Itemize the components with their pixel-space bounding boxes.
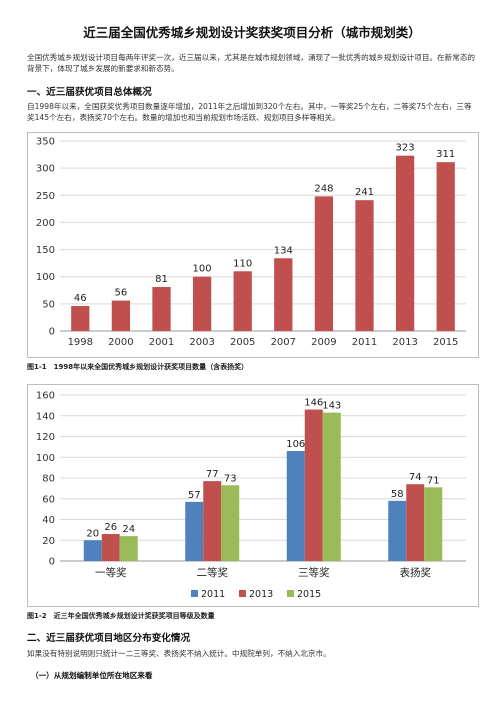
- x-tick-label: 2005: [230, 337, 255, 348]
- data-label: 146: [304, 398, 323, 409]
- x-tick-label: 三等奖: [298, 566, 330, 579]
- section2-heading: 二、近三届获优项目地区分布变化情况: [27, 633, 191, 644]
- y-tick-label: 300: [36, 164, 55, 175]
- data-label: 74: [409, 472, 422, 483]
- data-label: 58: [391, 489, 404, 500]
- data-label: 143: [322, 401, 341, 412]
- y-tick-label: 80: [42, 474, 55, 485]
- y-tick-label: 140: [36, 411, 55, 422]
- x-tick-label: 2013: [392, 337, 417, 348]
- x-tick-label: 二等奖: [197, 566, 229, 579]
- data-label: 248: [314, 183, 333, 194]
- bar: [152, 287, 171, 331]
- data-label: 311: [436, 149, 455, 160]
- bar: [395, 155, 415, 331]
- data-label: 20: [86, 528, 99, 539]
- y-tick-label: 40: [42, 515, 55, 526]
- bar: [406, 484, 425, 561]
- data-label: 77: [206, 469, 219, 480]
- data-label: 323: [396, 143, 415, 154]
- data-label: 100: [193, 264, 212, 275]
- bar: [233, 271, 252, 331]
- section1-paragraph: 自1998年以来，全国获奖优秀项目数量逐年增加，2011年之后增加到320个左右…: [27, 102, 472, 122]
- data-label: 241: [355, 187, 374, 198]
- y-tick-label: 350: [36, 137, 55, 148]
- bar: [274, 258, 293, 331]
- legend-swatch: [287, 590, 294, 597]
- bar: [119, 536, 138, 561]
- y-tick-label: 120: [36, 432, 55, 443]
- bar: [111, 300, 131, 331]
- legend-swatch: [191, 590, 198, 597]
- chart-1-svg: 0 50 100 150 200 250 300 350 46 1998 56 2000 81 2001 1…: [36, 137, 466, 348]
- bar: [192, 276, 212, 331]
- data-label: 24: [122, 524, 135, 535]
- bar: [322, 412, 341, 561]
- bar: [314, 196, 334, 331]
- y-tick-label: 60: [42, 494, 55, 505]
- y-tick-label: 100: [36, 272, 55, 283]
- legend-label: 2015: [297, 589, 321, 600]
- chart-2-container: 0 20 40 60 80 100 120 140 160 20 26 24 一等奖 57 77 73 二等奖 1…: [27, 384, 479, 607]
- data-label: 106: [286, 439, 305, 450]
- data-label: 57: [188, 490, 201, 501]
- y-tick-label: 0: [49, 327, 55, 338]
- x-tick-label: 2000: [108, 337, 133, 348]
- x-tick-label: 一等奖: [95, 566, 127, 579]
- document-title: 近三届全国优秀城乡规划设计奖获奖项目分析（城市规划类）: [83, 25, 421, 40]
- bar: [436, 162, 455, 331]
- bar: [304, 409, 323, 561]
- x-tick-label: 2001: [149, 337, 174, 348]
- y-tick-label: 50: [42, 299, 55, 310]
- intro-paragraph: 全国优秀城乡规划设计项目每两年评奖一次，近三届以来，尤其是在城市规划领域，涌现了…: [27, 53, 476, 73]
- bar: [424, 487, 443, 561]
- section2-paragraph: 如果没有特别说明则只统计一二三等奖、表扬奖不纳入统计。中规院单列，不纳入北京市。: [27, 649, 331, 658]
- data-label: 46: [74, 293, 87, 304]
- bar: [185, 501, 204, 561]
- data-label: 110: [233, 258, 252, 269]
- x-tick-label: 1998: [68, 337, 93, 348]
- bar: [388, 500, 407, 561]
- bar: [71, 306, 90, 331]
- x-tick-label: 2003: [189, 337, 214, 348]
- data-label: 73: [224, 473, 237, 484]
- data-label: 56: [115, 288, 128, 299]
- y-tick-label: 200: [36, 218, 55, 229]
- x-tick-label: 表扬奖: [400, 566, 432, 579]
- subsection-heading: （一）从规划编制单位所在地区来看: [31, 671, 153, 680]
- bar: [221, 485, 240, 561]
- figure-1-caption: 图1-1 1998年以来全国优秀城乡规划设计获奖项目数量（含表扬奖）: [27, 363, 249, 371]
- x-tick-label: 2015: [433, 337, 458, 348]
- x-tick-label: 2009: [311, 337, 336, 348]
- figure-2-caption: 图1-2 近三年全国优秀城乡规划设计奖获奖项目等级及数量: [27, 612, 215, 620]
- y-tick-label: 250: [36, 191, 55, 202]
- data-label: 134: [274, 245, 293, 256]
- bar: [83, 540, 102, 561]
- y-tick-label: 20: [42, 536, 55, 547]
- bar: [355, 200, 374, 331]
- section1-heading: 一、近三届获优项目总体概况: [27, 87, 152, 98]
- x-tick-label: 2007: [271, 337, 296, 348]
- y-tick-label: 0: [49, 557, 55, 568]
- data-label: 81: [155, 274, 168, 285]
- data-label: 26: [104, 522, 117, 533]
- bar: [101, 534, 120, 561]
- y-tick-label: 100: [36, 453, 55, 464]
- bar: [286, 451, 305, 561]
- bar: [203, 481, 222, 561]
- chart-1-container: 0 50 100 150 200 250 300 350 46 1998 56 2000 81 2001 1…: [27, 132, 479, 358]
- y-tick-label: 150: [36, 245, 55, 256]
- data-label: 71: [427, 475, 440, 486]
- x-tick-label: 2011: [352, 337, 377, 348]
- legend-swatch: [239, 590, 246, 597]
- legend-label: 2011: [201, 589, 225, 600]
- legend-label: 2013: [249, 589, 273, 600]
- y-tick-label: 160: [36, 391, 55, 402]
- chart-2-svg: 0 20 40 60 80 100 120 140 160 20 26 24 一等奖 57 77 73 二等奖 1…: [36, 391, 466, 600]
